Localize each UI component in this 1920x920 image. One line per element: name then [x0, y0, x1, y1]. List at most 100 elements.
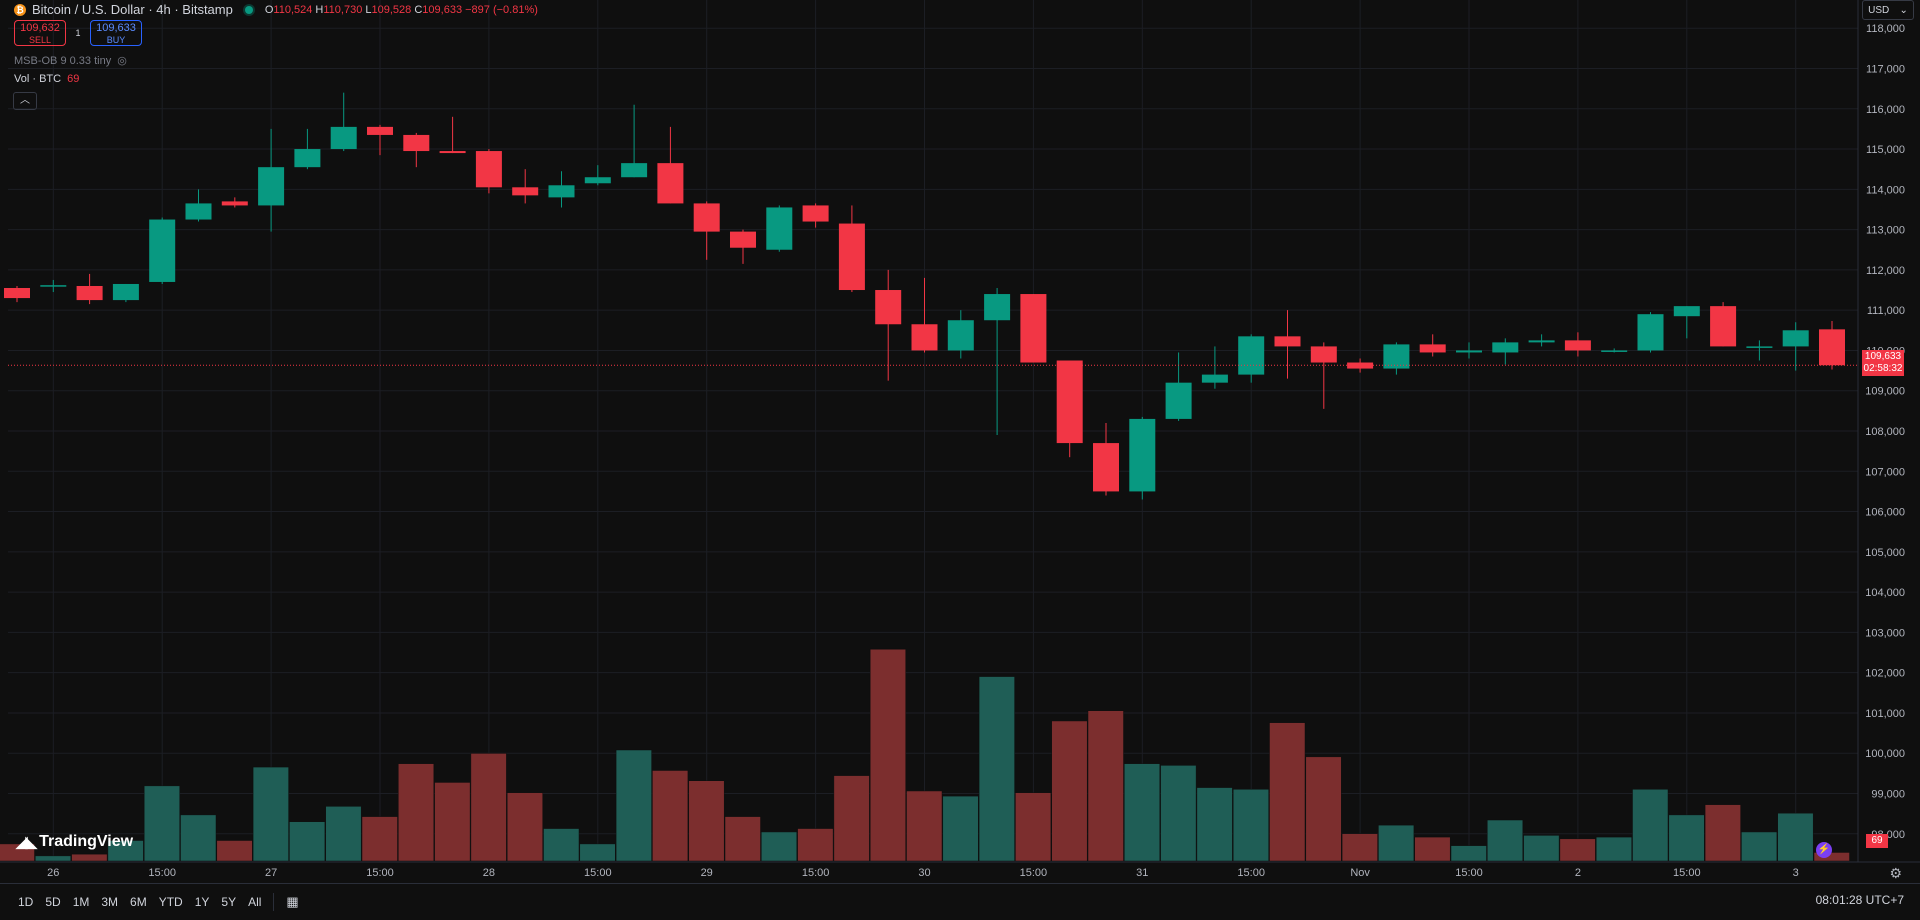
- sell-price: 109,632: [20, 22, 60, 34]
- candle-body: [330, 126, 357, 150]
- volume-bar: [1051, 720, 1088, 862]
- time-tick-label: 26: [47, 867, 59, 879]
- candle-body: [657, 163, 684, 204]
- calendar-goto-icon[interactable]: ▦: [286, 894, 299, 909]
- ohlc-values: O110,524 H110,730 L109,528 C109,633 −897…: [265, 4, 538, 16]
- volume-bar: [543, 828, 580, 862]
- symbol-title[interactable]: Bitcoin / U.S. Dollar · 4h · Bitstamp: [32, 2, 233, 17]
- candle-body: [1274, 336, 1301, 347]
- price-tick-label: 114,000: [1866, 184, 1905, 196]
- candle-body: [1492, 342, 1519, 353]
- range-1m-button[interactable]: 1M: [72, 895, 90, 909]
- time-tick-label: 15:00: [584, 867, 612, 879]
- volume-bar: [1450, 845, 1487, 862]
- range-1d-button[interactable]: 1D: [18, 895, 34, 909]
- price-tick-label: 99,000: [1871, 789, 1905, 801]
- volume-bar: [1341, 833, 1378, 862]
- candle-body: [1564, 340, 1591, 351]
- volume-bar: [143, 785, 180, 862]
- volume-bar: [688, 780, 725, 862]
- time-tick-label: 31: [1136, 867, 1148, 879]
- candle-body: [802, 205, 829, 222]
- tradingview-logo[interactable]: ◢◣ TradingView: [16, 833, 133, 851]
- volume-legend[interactable]: Vol · BTC 69: [14, 73, 79, 85]
- volume-bar: [1813, 852, 1850, 862]
- volume-bar: [906, 790, 943, 862]
- volume-bar: [1777, 812, 1814, 862]
- price-tick-label: 108,000: [1865, 426, 1905, 438]
- volume-bar: [289, 821, 326, 862]
- gear-icon[interactable]: ⚙: [1889, 865, 1902, 881]
- candle-body: [4, 288, 30, 299]
- price-tick-label: 118,000: [1866, 23, 1905, 35]
- volume-bar: [1741, 831, 1778, 862]
- candle-body: [1093, 443, 1119, 492]
- lightning-alert-icon[interactable]: ⚡: [1816, 842, 1832, 858]
- time-tick-label: 15:00: [1673, 867, 1701, 879]
- open-label: O: [264, 3, 274, 16]
- volume-bar: [1559, 838, 1596, 862]
- candle-body: [1528, 340, 1555, 343]
- buy-button[interactable]: 109,633 BUY: [90, 20, 142, 46]
- volume-bar: [398, 763, 435, 862]
- volume-bar: [180, 814, 217, 862]
- time-tick-label: Nov: [1350, 867, 1370, 879]
- time-tick-label: 15:00: [148, 867, 176, 879]
- volume-bar: [35, 855, 72, 862]
- candle-body: [984, 294, 1011, 321]
- volume-label[interactable]: Vol · BTC: [14, 73, 62, 85]
- collapse-legend-button[interactable]: ︿: [13, 92, 37, 110]
- candle-body: [1347, 362, 1374, 369]
- clock-timezone[interactable]: 08:01:28 UTC+7: [1815, 893, 1904, 907]
- candle-body: [947, 320, 974, 351]
- price-tick-label: 101,000: [1865, 708, 1905, 720]
- candle-body: [185, 203, 212, 220]
- volume-bar: [761, 831, 798, 862]
- candle-body: [838, 223, 865, 291]
- volume-bar: [1378, 824, 1415, 862]
- volume-bar: [1414, 836, 1451, 862]
- volume-bar: [506, 792, 543, 862]
- volume-bar: [1595, 836, 1632, 862]
- high-value: 110,730: [323, 3, 363, 16]
- candle-body: [1710, 306, 1737, 347]
- volume-bar: [252, 766, 289, 862]
- bitcoin-icon: ₿: [14, 3, 26, 16]
- sell-button[interactable]: 109,632 SELL: [14, 20, 66, 46]
- volume-bar: [797, 828, 834, 862]
- price-axis[interactable]: 98,00099,000100,000101,000102,000103,000…: [1865, 23, 1905, 841]
- market-status-icon[interactable]: [244, 5, 253, 14]
- open-value: 110,524: [273, 3, 313, 16]
- indicator-legend[interactable]: MSB-OB 9 0.33 tiny ◎: [14, 54, 127, 68]
- price-tick-label: 105,000: [1865, 547, 1905, 559]
- candle-body: [1310, 346, 1337, 363]
- range-3m-button[interactable]: 3M: [101, 895, 119, 909]
- range-ytd-button[interactable]: YTD: [158, 895, 183, 909]
- range-1y-button[interactable]: 1Y: [194, 895, 210, 909]
- range-all-button[interactable]: All: [248, 895, 262, 909]
- trade-buttons: 109,632 SELL 1 109,633 BUY: [14, 20, 142, 46]
- candle-body: [1383, 344, 1410, 369]
- time-axis[interactable]: 26 15:00 27 15:00 28 15:00 29 15:00 30 15:00 31 15:…: [47, 867, 1799, 879]
- candle-body: [766, 207, 793, 250]
- candle-body: [1637, 314, 1664, 351]
- range-5y-button[interactable]: 5Y: [221, 895, 237, 909]
- indicator-label[interactable]: MSB-OB 9 0.33 tiny: [14, 54, 112, 67]
- time-tick-label: 30: [918, 867, 930, 879]
- time-tick-label: 3: [1793, 867, 1799, 879]
- range-6m-button[interactable]: 6M: [130, 895, 147, 909]
- last-price-value: 109,633: [1864, 351, 1902, 362]
- range-5d-button[interactable]: 5D: [45, 895, 61, 909]
- candle-body: [1165, 382, 1192, 419]
- candle-body: [730, 231, 756, 248]
- eye-hidden-icon[interactable]: ◎: [117, 55, 127, 67]
- candle-body: [875, 290, 902, 325]
- candle-body: [112, 283, 139, 301]
- volume-bar: [1196, 787, 1233, 862]
- volume-bar: [470, 753, 507, 862]
- currency-button[interactable]: USD ⌄: [1862, 0, 1914, 20]
- volume-bar: [978, 676, 1015, 862]
- candle-body: [475, 151, 502, 188]
- symbol-legend[interactable]: ₿ Bitcoin / U.S. Dollar · 4h · Bitstamp …: [14, 2, 538, 17]
